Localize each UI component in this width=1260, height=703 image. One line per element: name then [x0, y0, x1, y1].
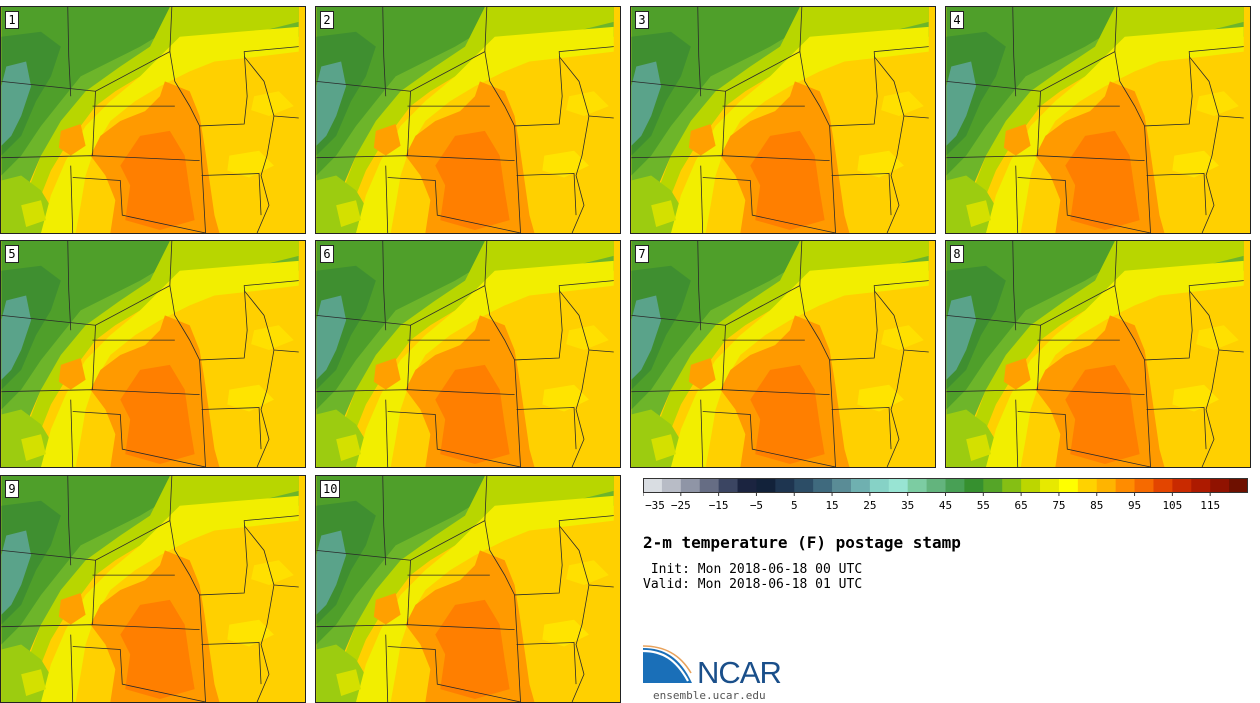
member-map-8: 8 — [945, 240, 1251, 468]
member-map-5: 5 — [0, 240, 306, 468]
colorbar-tick-label: −5 — [750, 499, 763, 512]
colorbar-bin — [1115, 478, 1136, 492]
member-label: 3 — [635, 11, 649, 29]
colorbar-bin — [1058, 478, 1079, 492]
colorbar-tick-label: 25 — [863, 499, 876, 512]
colorbar-tick-label: 5 — [791, 499, 798, 512]
init-time: Init: Mon 2018-06-18 00 UTC — [643, 562, 863, 577]
temperature-map — [1, 476, 305, 702]
member-map-6: 6 — [315, 240, 621, 468]
colorbar-bin — [737, 478, 757, 492]
temperature-map — [1, 7, 305, 233]
colorbar-tick-label: 35 — [901, 499, 914, 512]
member-map-9: 9 — [0, 475, 306, 703]
member-label: 10 — [320, 480, 341, 498]
colorbar-bin — [1040, 478, 1060, 492]
member-map-7: 7 — [630, 240, 936, 468]
temperature-map — [316, 7, 620, 233]
colorbar-bin — [1002, 478, 1022, 492]
colorbar-tick-label: −25 — [671, 499, 691, 512]
colorbar-tick-label: 45 — [939, 499, 952, 512]
member-label: 6 — [320, 245, 334, 263]
member-map-1: 1 — [0, 6, 306, 234]
colorbar-bin — [1229, 478, 1248, 492]
colorbar-bin — [794, 478, 814, 492]
temperature-map — [316, 476, 620, 702]
colorbar-tick-label: 85 — [1090, 499, 1103, 512]
colorbar-tick-label: 15 — [825, 499, 838, 512]
temperature-map — [946, 7, 1250, 233]
colorbar-bin — [869, 478, 890, 492]
colorbar-bin — [1191, 478, 1211, 492]
colorbar-bin — [756, 478, 776, 492]
colorbar-bin — [888, 478, 909, 492]
colorbar-tick-label: 105 — [1162, 499, 1182, 512]
member-label: 9 — [5, 480, 19, 498]
colorbar-bin — [813, 478, 833, 492]
temperature-map — [631, 241, 935, 467]
temperature-map — [1, 241, 305, 467]
temperature-map — [316, 241, 620, 467]
colorbar-tick-label: 75 — [1052, 499, 1065, 512]
colorbar-bin — [718, 478, 739, 492]
colorbar-bin — [1077, 478, 1098, 492]
colorbar-bin — [832, 478, 852, 492]
colorbar-tick-label: 55 — [977, 499, 990, 512]
colorbar-bin — [1134, 478, 1154, 492]
member-label: 5 — [5, 245, 19, 263]
temperature-map — [946, 241, 1250, 467]
colorbar-tick-label: 95 — [1128, 499, 1141, 512]
ncar-logo-icon — [642, 645, 692, 683]
colorbar-bin — [983, 478, 1003, 492]
member-map-4: 4 — [945, 6, 1251, 234]
colorbar-bin — [964, 478, 984, 492]
member-map-10: 10 — [315, 475, 621, 703]
colorbar-bin — [926, 478, 946, 492]
colorbar-bin — [661, 478, 682, 492]
colorbar-tick-label: −35 — [645, 499, 665, 512]
member-map-2: 2 — [315, 6, 621, 234]
colorbar-bin — [1210, 478, 1230, 492]
member-label: 7 — [635, 245, 649, 263]
colorbar-bin — [1021, 478, 1041, 492]
colorbar-bin — [945, 478, 965, 492]
member-label: 1 — [5, 11, 19, 29]
colorbar-bin — [699, 478, 720, 492]
member-map-3: 3 — [630, 6, 936, 234]
colorbar-tick-label: 65 — [1015, 499, 1028, 512]
member-label: 4 — [950, 11, 964, 29]
member-label: 8 — [950, 245, 964, 263]
colorbar-tick-label: −15 — [709, 499, 729, 512]
site-url[interactable]: ensemble.ucar.edu — [653, 689, 766, 702]
colorbar-bin — [1096, 478, 1117, 492]
colorbar-bin — [775, 478, 795, 492]
member-label: 2 — [320, 11, 334, 29]
temperature-map — [631, 7, 935, 233]
colorbar-bin — [680, 478, 701, 492]
colorbar-bin — [907, 478, 928, 492]
colorbar-bin — [643, 478, 663, 492]
valid-time: Valid: Mon 2018-06-18 01 UTC — [643, 577, 863, 592]
colorbar-bin — [1172, 478, 1192, 492]
ncar-wordmark: NCAR — [697, 655, 782, 690]
colorbar-bin — [850, 478, 871, 492]
temperature-colorbar: −35 −25 −15 −5 5 15 25 35 45 55 65 75 85 95 105 115 — [643, 478, 1248, 512]
figure-title: 2-m temperature (F) postage stamp — [643, 533, 961, 552]
colorbar-bin — [1153, 478, 1173, 492]
colorbar-tick-label: 115 — [1200, 499, 1220, 512]
